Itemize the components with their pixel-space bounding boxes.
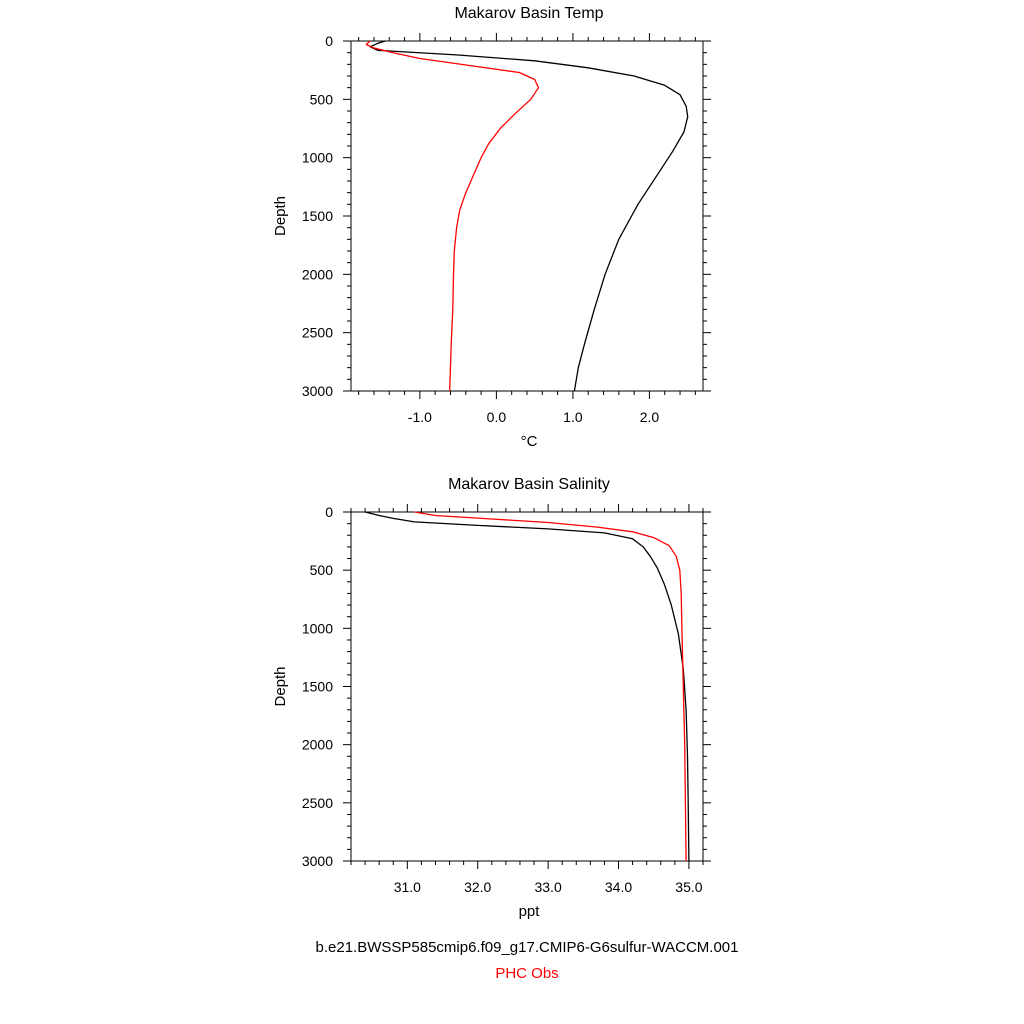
chart-title: Makarov Basin Temp xyxy=(454,5,603,22)
x-tick-label: 33.0 xyxy=(534,879,561,895)
x-tick-label: 32.0 xyxy=(464,879,491,895)
y-tick-label: 1000 xyxy=(302,150,333,166)
y-tick-label: 500 xyxy=(310,562,334,578)
x-axis-label: ppt xyxy=(519,903,541,920)
y-tick-label: 0 xyxy=(325,504,333,520)
x-tick-label: 0.0 xyxy=(487,409,507,425)
temp-panel: Makarov Basin Temp 0 500 1000 1500 2000 2500 30… xyxy=(272,5,711,450)
case-name-label: b.e21.BWSSP585cmip6.f09_g17.CMIP6-G6sulf… xyxy=(316,939,739,956)
x-tick-label: 1.0 xyxy=(563,409,583,425)
x-tick-label: 2.0 xyxy=(640,409,660,425)
salinity-panel: Makarov Basin Salinity 0 500 1000 1500 2000 25… xyxy=(272,476,711,920)
plot-frame xyxy=(350,511,704,862)
y-tick-label: 500 xyxy=(310,91,334,107)
x-tick-label: 34.0 xyxy=(605,879,632,895)
x-tick-label: 35.0 xyxy=(675,879,702,895)
y-axis-label: Depth xyxy=(272,666,289,706)
model-series-line xyxy=(369,40,689,392)
plot-frame xyxy=(350,40,704,392)
obs-series-line xyxy=(365,40,540,392)
y-tick-label: 3000 xyxy=(302,853,333,869)
obs-series-line xyxy=(414,511,687,862)
x-tick-label: -1.0 xyxy=(408,409,432,425)
obs-name-label: PHC Obs xyxy=(495,965,558,982)
y-tick-label: 2500 xyxy=(302,795,333,811)
y-tick-label: 2000 xyxy=(302,266,333,282)
y-tick-label: 2500 xyxy=(302,325,333,341)
y-tick-label: 1000 xyxy=(302,620,333,636)
x-axis-label: °C xyxy=(521,433,538,450)
y-tick-label: 2000 xyxy=(302,737,333,753)
y-axis-label: Depth xyxy=(272,196,289,236)
y-tick-label: 0 xyxy=(325,33,333,49)
y-tick-label: 1500 xyxy=(302,679,333,695)
chart-title: Makarov Basin Salinity xyxy=(448,476,610,493)
y-tick-label: 3000 xyxy=(302,383,333,399)
x-tick-label: 31.0 xyxy=(394,879,421,895)
model-series-line xyxy=(364,511,690,862)
y-tick-label: 1500 xyxy=(302,208,333,224)
